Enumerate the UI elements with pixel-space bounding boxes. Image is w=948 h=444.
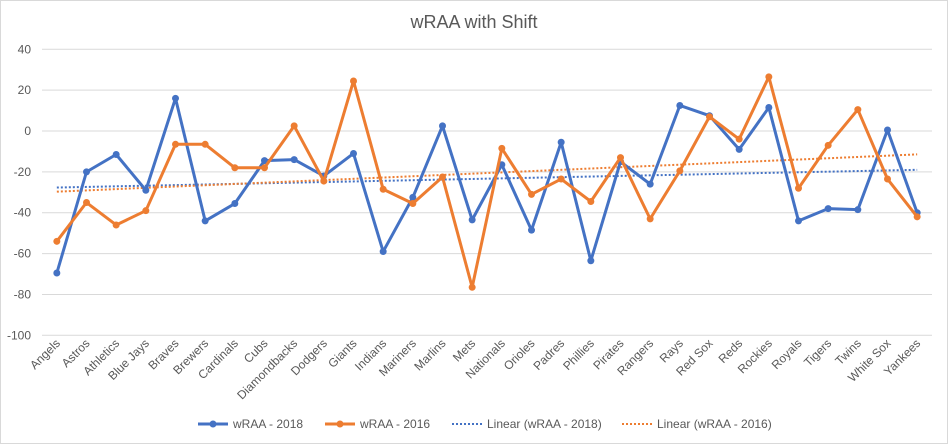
data-point (528, 190, 535, 198)
data-point (854, 106, 862, 114)
data-point (439, 122, 446, 130)
legend-label: Linear (wRAA - 2018) (487, 417, 602, 431)
x-tick-label: Angels (27, 336, 63, 372)
data-point (439, 173, 446, 181)
trendline (56, 168, 918, 189)
data-point (557, 175, 565, 183)
data-point (261, 157, 268, 165)
data-point (706, 113, 713, 121)
data-point (824, 205, 832, 213)
data-point (379, 248, 387, 256)
data-point (646, 180, 654, 188)
legend-label: wRAA - 2018 (232, 417, 303, 431)
data-point (53, 269, 61, 277)
data-point (172, 140, 179, 148)
y-tick-label: 0 (24, 124, 31, 138)
legend-marker (336, 420, 344, 428)
x-tick-label: Phillies (560, 336, 597, 373)
data-point (83, 168, 90, 176)
legend-marker (209, 420, 217, 428)
data-point (884, 175, 891, 183)
data-point (765, 104, 773, 112)
data-point (112, 151, 120, 159)
data-point (142, 207, 150, 215)
data-point (231, 200, 239, 208)
data-point (557, 138, 565, 146)
data-point (795, 217, 802, 225)
data-point (142, 186, 150, 194)
data-point (913, 213, 921, 221)
chart-title: wRAA with Shift (409, 12, 537, 32)
y-tick-label: 20 (18, 83, 32, 97)
legend-label: wRAA - 2016 (359, 417, 430, 431)
data-point (854, 206, 862, 214)
data-point (290, 122, 298, 130)
x-tick-label: Padres (530, 336, 567, 373)
x-tick-label: Orioles (501, 336, 538, 373)
data-point (350, 149, 357, 157)
data-point (83, 199, 90, 207)
data-point (468, 283, 476, 291)
data-point (53, 237, 61, 245)
data-point (320, 177, 328, 185)
y-tick-label: -20 (14, 165, 32, 179)
data-point (735, 135, 743, 143)
x-tick-label: Marlins (411, 336, 448, 373)
y-tick-label: -80 (14, 287, 32, 301)
data-point (231, 164, 239, 172)
series-line (55, 96, 919, 274)
data-point (676, 101, 684, 109)
data-point (379, 185, 387, 193)
data-point (795, 184, 802, 192)
data-point (587, 257, 595, 265)
x-tick-label: Royals (769, 336, 805, 372)
trendline (56, 153, 918, 193)
data-point (350, 77, 357, 85)
data-point (735, 145, 743, 153)
data-point (646, 215, 654, 223)
y-tick-label: 40 (18, 42, 32, 56)
data-point (261, 164, 268, 172)
data-point (468, 216, 476, 224)
data-point (617, 154, 624, 162)
data-point (201, 140, 209, 148)
x-tick-label: Tigers (801, 336, 834, 369)
data-point (824, 141, 832, 149)
data-point (498, 144, 506, 152)
series-line (55, 75, 919, 289)
data-point (765, 73, 773, 81)
legend-label: Linear (wRAA - 2016) (657, 417, 772, 431)
y-tick-label: -40 (14, 206, 32, 220)
y-tick-label: -60 (14, 247, 32, 261)
data-point (112, 221, 120, 229)
data-point (409, 193, 417, 201)
data-point (676, 167, 684, 175)
data-point (201, 217, 209, 225)
data-point (409, 200, 417, 208)
data-point (290, 156, 298, 164)
data-point (528, 226, 535, 234)
y-tick-label: -100 (7, 328, 31, 342)
data-point (884, 126, 891, 134)
data-point (587, 197, 595, 205)
data-point (172, 94, 179, 102)
